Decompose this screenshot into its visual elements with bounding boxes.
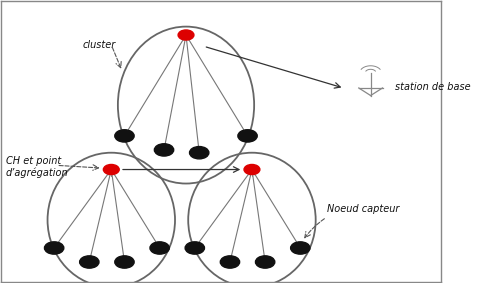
Text: CH et point
d’agrégation: CH et point d’agrégation [6, 156, 68, 178]
Circle shape [178, 30, 194, 40]
Circle shape [291, 242, 310, 254]
Circle shape [115, 130, 134, 142]
Circle shape [115, 256, 134, 268]
Circle shape [255, 256, 275, 268]
Circle shape [238, 130, 257, 142]
Circle shape [220, 256, 240, 268]
Text: station de base: station de base [395, 82, 470, 92]
Circle shape [185, 242, 205, 254]
Circle shape [190, 147, 209, 159]
Text: Noeud capteur: Noeud capteur [327, 204, 399, 214]
Circle shape [80, 256, 99, 268]
Circle shape [150, 242, 169, 254]
Circle shape [244, 164, 260, 175]
Text: cluster: cluster [83, 40, 116, 50]
Circle shape [103, 164, 119, 175]
Circle shape [154, 144, 174, 156]
Circle shape [45, 242, 64, 254]
